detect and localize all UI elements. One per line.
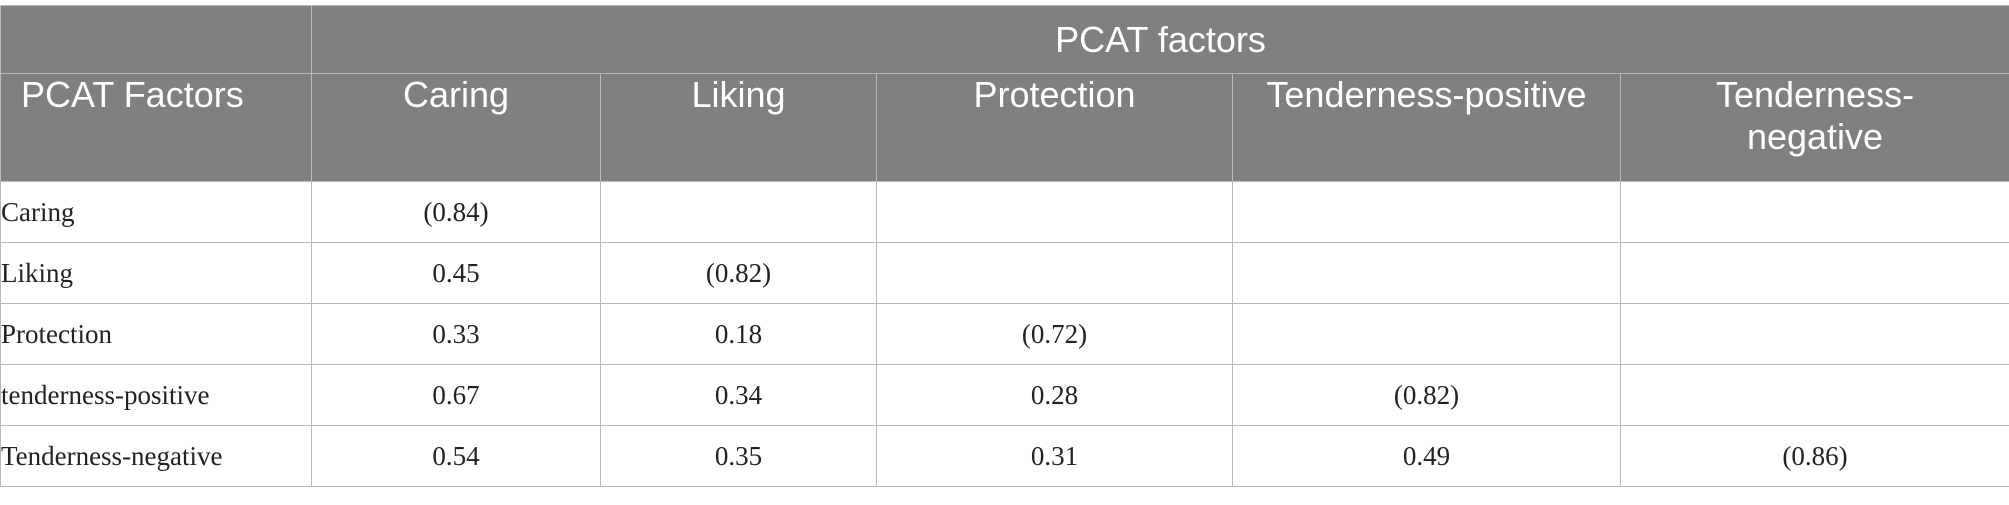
row-label: Liking [0, 242, 312, 304]
table-row: Caring (0.84) [0, 181, 2009, 243]
column-header-caring: Caring [311, 73, 601, 182]
table-cell: (0.82) [600, 242, 877, 304]
table-cell: 0.67 [311, 364, 601, 426]
table-row: Protection 0.33 0.18 (0.72) [0, 303, 2009, 365]
table-row: Tenderness-negative 0.54 0.35 0.31 0.49 … [0, 425, 2009, 487]
row-label: Tenderness-negative [0, 425, 312, 487]
table-cell [1619, 181, 2009, 243]
table-cell: (0.72) [876, 303, 1233, 365]
table-cell: 0.35 [600, 425, 877, 487]
column-header-row: PCAT Factors Caring Liking Protection Te… [0, 73, 2009, 182]
empty-corner-cell [0, 5, 312, 74]
table-cell [600, 181, 877, 243]
table-cell: 0.33 [311, 303, 601, 365]
group-header-row: PCAT factors [0, 5, 2009, 74]
table-cell: (0.82) [1232, 364, 1621, 426]
table-cell: 0.45 [311, 242, 601, 304]
row-header: PCAT Factors [0, 73, 312, 182]
column-header-protection: Protection [876, 73, 1233, 182]
table-cell: 0.54 [311, 425, 601, 487]
table-cell [1619, 303, 2009, 365]
table-cell: 0.31 [876, 425, 1233, 487]
table-cell [876, 242, 1233, 304]
table-cell: (0.86) [1619, 425, 2009, 487]
table-cell [1232, 303, 1621, 365]
table-cell: 0.28 [876, 364, 1233, 426]
column-header-liking: Liking [600, 73, 877, 182]
row-label: Caring [0, 181, 312, 243]
table-cell [1232, 242, 1621, 304]
table-cell [876, 181, 1233, 243]
table-row: Liking 0.45 (0.82) [0, 242, 2009, 304]
table-cell [1619, 364, 2009, 426]
table-cell [1232, 181, 1621, 243]
table-cell: 0.49 [1232, 425, 1621, 487]
column-header-tenderness-negative: Tenderness-negative [1619, 73, 2009, 182]
table-cell [1619, 242, 2009, 304]
table-cell: 0.18 [600, 303, 877, 365]
group-header: PCAT factors [310, 5, 2009, 74]
table-cell: 0.34 [600, 364, 877, 426]
correlation-table: PCAT factors PCAT Factors Caring Liking … [0, 5, 2009, 487]
row-label: Protection [0, 303, 312, 365]
column-header-tenderness-positive: Tenderness-positive [1232, 73, 1621, 182]
row-label: tenderness-positive [0, 364, 312, 426]
table-cell: (0.84) [311, 181, 601, 243]
table-row: tenderness-positive 0.67 0.34 0.28 (0.82… [0, 364, 2009, 426]
